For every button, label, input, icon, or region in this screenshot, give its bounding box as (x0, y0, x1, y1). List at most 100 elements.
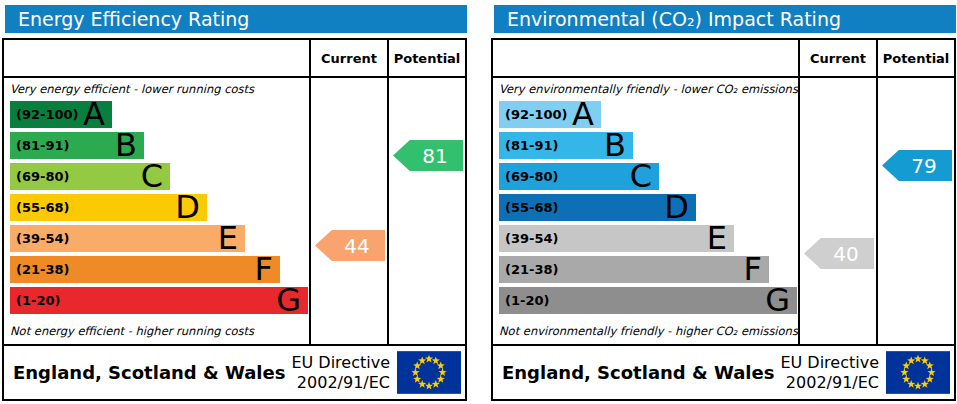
column-header-potential: Potential (387, 40, 465, 76)
band-row-a: (92-100) A (499, 101, 798, 128)
panel-title: Energy Efficiency Rating (5, 5, 467, 33)
band-letter: F (744, 256, 769, 283)
current-rating-value: 44 (344, 234, 369, 258)
band-bar-g: (1-20) G (10, 287, 308, 314)
panel-title: Environmental (CO₂) Impact Rating (494, 5, 956, 33)
band-bar-b: (81-91) B (499, 132, 633, 159)
rating-table: Current Potential Very environmentally f… (491, 38, 956, 401)
band-bar-f: (21-38) F (10, 256, 280, 283)
band-row-e: (39-54) E (10, 225, 309, 252)
band-range-label: (39-54) (10, 231, 69, 246)
band-row-f: (21-38) F (499, 256, 798, 283)
band-row-g: (1-20) G (10, 287, 309, 314)
current-rating-arrow: 40 (804, 238, 874, 269)
band-row-c: (69-80) C (10, 163, 309, 190)
header-spacer (493, 40, 798, 76)
caption-bottom: Not environmentally friendly - higher CO… (499, 324, 798, 338)
band-letter: F (255, 256, 280, 283)
band-row-c: (69-80) C (499, 163, 798, 190)
band-row-f: (21-38) F (10, 256, 309, 283)
caption-bottom: Not energy efficient - higher running co… (10, 324, 254, 338)
band-range-label: (55-68) (10, 200, 69, 215)
current-rating-value: 40 (833, 242, 858, 266)
eu-flag-icon (397, 351, 461, 394)
directive-line-1: EU Directive (780, 353, 879, 372)
band-letter: C (141, 163, 170, 190)
band-letter: A (572, 101, 601, 128)
panel-environmental-impact: Environmental (CO₂) Impact Rating Curren… (489, 0, 957, 404)
band-range-label: (69-80) (499, 169, 558, 184)
band-range-label: (81-91) (499, 138, 558, 153)
band-letter: E (218, 225, 245, 252)
band-bar-f: (21-38) F (499, 256, 769, 283)
potential-rating-arrow: 81 (393, 140, 463, 171)
eu-directive-label: EU Directive 2002/91/EC (780, 353, 879, 391)
band-bar-g: (1-20) G (499, 287, 797, 314)
band-bar-d: (55-68) D (499, 194, 696, 221)
band-letter: B (115, 132, 144, 159)
band-row-a: (92-100) A (10, 101, 309, 128)
column-header-current: Current (798, 40, 876, 76)
band-letter: D (664, 194, 696, 221)
column-header-current: Current (309, 40, 387, 76)
band-range-label: (81-91) (10, 138, 69, 153)
current-column: 40 (798, 78, 876, 344)
band-row-b: (81-91) B (499, 132, 798, 159)
potential-rating-value: 81 (422, 144, 447, 168)
eu-directive-label: EU Directive 2002/91/EC (291, 353, 390, 391)
band-bar-c: (69-80) C (499, 163, 659, 190)
band-range-label: (21-38) (10, 262, 69, 277)
table-header-row: Current Potential (4, 40, 465, 78)
band-row-d: (55-68) D (499, 194, 798, 221)
table-header-row: Current Potential (493, 40, 954, 78)
rating-table: Current Potential Very energy efficient … (2, 38, 467, 401)
band-range-label: (92-100) (10, 107, 79, 122)
current-rating-arrow: 44 (315, 230, 385, 261)
footer-row: England, Scotland & Wales EU Directive 2… (493, 344, 954, 399)
band-letter: G (765, 287, 797, 314)
table-body: Very energy efficient - lower running co… (4, 78, 465, 344)
band-bar-e: (39-54) E (499, 225, 734, 252)
table-body: Very environmentally friendly - lower CO… (493, 78, 954, 344)
region-label: England, Scotland & Wales (502, 362, 780, 383)
band-bar-a: (92-100) A (499, 101, 601, 128)
current-column: 44 (309, 78, 387, 344)
rating-scale: Very energy efficient - lower running co… (4, 78, 309, 344)
band-range-label: (69-80) (10, 169, 69, 184)
band-range-label: (39-54) (499, 231, 558, 246)
band-bar-a: (92-100) A (10, 101, 112, 128)
band-bar-c: (69-80) C (10, 163, 170, 190)
band-letter: D (175, 194, 207, 221)
band-range-label: (21-38) (499, 262, 558, 277)
band-row-d: (55-68) D (10, 194, 309, 221)
band-letter: G (276, 287, 308, 314)
band-range-label: (1-20) (10, 293, 60, 308)
footer-row: England, Scotland & Wales EU Directive 2… (4, 344, 465, 399)
caption-top: Very environmentally friendly - lower CO… (499, 82, 798, 96)
band-letter: B (604, 132, 633, 159)
directive-line-2: 2002/91/EC (780, 373, 879, 392)
rating-scale: Very environmentally friendly - lower CO… (493, 78, 798, 344)
band-letter: A (83, 101, 112, 128)
band-range-label: (92-100) (499, 107, 568, 122)
band-letter: E (707, 225, 734, 252)
panel-energy-efficiency: Energy Efficiency Rating Current Potenti… (0, 0, 468, 404)
directive-line-1: EU Directive (291, 353, 390, 372)
column-header-potential: Potential (876, 40, 954, 76)
band-bar-b: (81-91) B (10, 132, 144, 159)
band-row-b: (81-91) B (10, 132, 309, 159)
band-bar-d: (55-68) D (10, 194, 207, 221)
band-row-e: (39-54) E (499, 225, 798, 252)
caption-top: Very energy efficient - lower running co… (10, 82, 309, 96)
header-spacer (4, 40, 309, 76)
potential-column: 79 (876, 78, 954, 344)
band-row-g: (1-20) G (499, 287, 798, 314)
eu-flag-icon (886, 351, 950, 394)
potential-column: 81 (387, 78, 465, 344)
band-range-label: (1-20) (499, 293, 549, 308)
potential-rating-arrow: 79 (882, 150, 952, 181)
directive-line-2: 2002/91/EC (291, 373, 390, 392)
epc-rating-charts: Energy Efficiency Rating Current Potenti… (0, 0, 957, 404)
region-label: England, Scotland & Wales (13, 362, 291, 383)
potential-rating-value: 79 (911, 154, 936, 178)
